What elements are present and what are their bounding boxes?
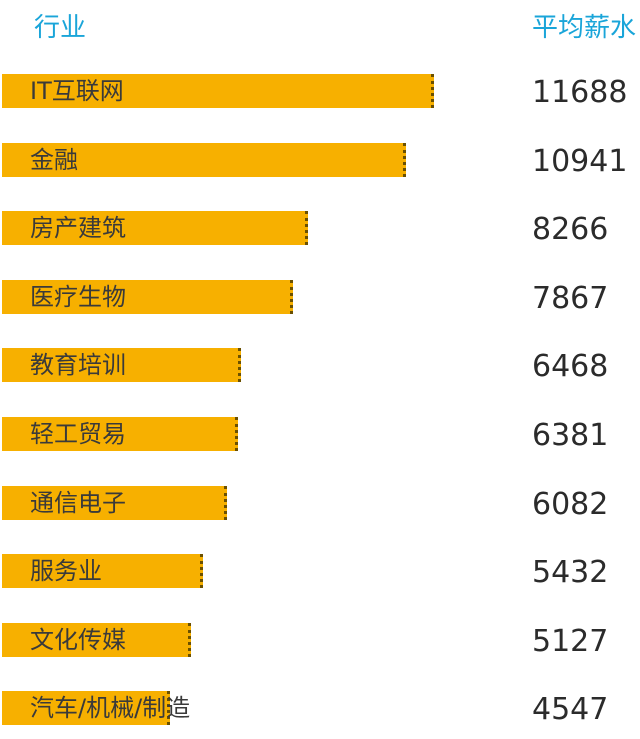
value-label: 4547 [532, 692, 609, 727]
bar [2, 211, 308, 245]
value-label: 8266 [532, 212, 609, 247]
bar [2, 348, 241, 382]
value-label: 5432 [532, 555, 609, 590]
category-label: 服务业 [30, 557, 102, 585]
bar [2, 74, 434, 108]
value-label: 7867 [532, 281, 609, 316]
bar [2, 417, 238, 451]
category-label: 金融 [30, 146, 78, 174]
value-label: 11688 [532, 75, 628, 110]
category-label: 文化传媒 [30, 626, 126, 654]
category-label: 教育培训 [30, 351, 126, 379]
category-label: 轻工贸易 [30, 420, 126, 448]
category-label: 汽车/机械/制造 [30, 694, 191, 722]
bar [2, 486, 227, 520]
value-label: 6468 [532, 349, 609, 384]
bar [2, 691, 170, 725]
industry-column-header: 行业 [34, 13, 87, 43]
value-label: 6381 [532, 418, 609, 453]
value-label: 6082 [532, 487, 609, 522]
bar [2, 143, 406, 177]
category-label: IT互联网 [30, 77, 124, 105]
value-label: 5127 [532, 624, 609, 659]
category-label: 医疗生物 [30, 283, 126, 311]
bar [2, 280, 293, 314]
bar [2, 554, 203, 588]
value-label: 10941 [532, 144, 628, 179]
category-label: 通信电子 [30, 489, 126, 517]
bar [2, 623, 191, 657]
salary-column-header: 平均薪水 [532, 13, 637, 43]
category-label: 房产建筑 [30, 214, 126, 242]
